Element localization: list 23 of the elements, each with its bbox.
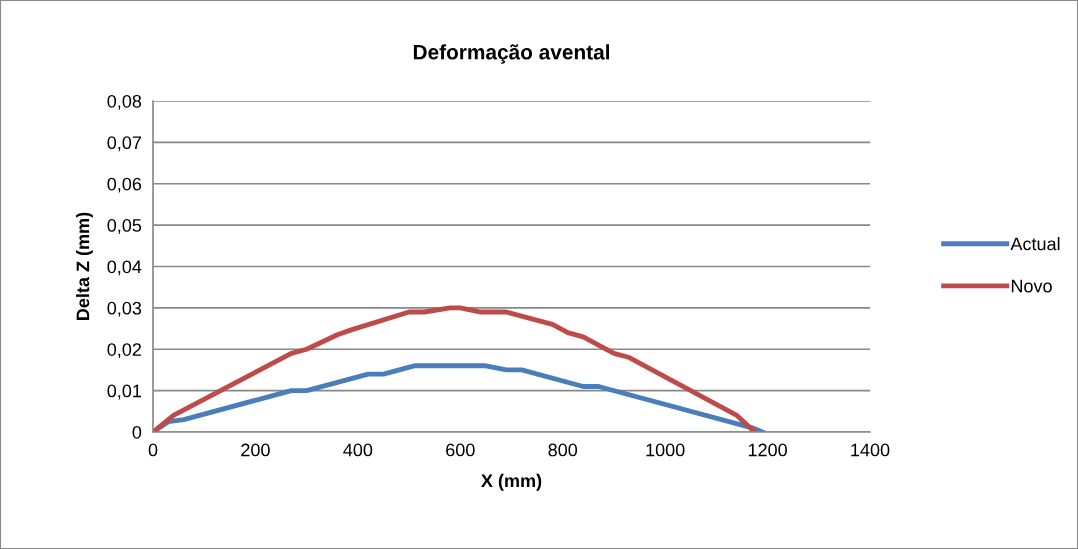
x-tick-label: 800: [548, 443, 578, 457]
y-tick-label: 0,03: [107, 301, 142, 317]
x-tick-label: 1200: [748, 443, 787, 457]
chart-title: Deformação avental: [413, 44, 610, 64]
line-series: [153, 305, 758, 432]
x-tick-label: 600: [446, 443, 475, 457]
y-tick-label: 0,04: [107, 260, 142, 276]
x-tick-label: 1400: [851, 443, 890, 457]
y-tick-label: 0,07: [107, 136, 141, 152]
x-axis-title: X (mm): [481, 473, 542, 491]
y-tick-label: 0,06: [107, 177, 142, 193]
y-tick-label: 0: [132, 425, 142, 439]
x-tick-label: 200: [241, 443, 270, 457]
y-axis-title: Delta Z (mm): [76, 212, 93, 320]
legend-label: Actual: [1010, 237, 1060, 251]
y-tick-label: 0,02: [107, 343, 141, 359]
y-tick-label: 0,01: [107, 384, 142, 400]
x-tick-label: 400: [343, 443, 373, 457]
legend-label: Novo: [1011, 279, 1052, 293]
y-tick-label: 0,05: [107, 219, 142, 234]
y-tick-label: 0,08: [107, 94, 142, 110]
x-tick-label: 0: [148, 443, 158, 457]
x-tick-label: 1000: [646, 443, 685, 457]
